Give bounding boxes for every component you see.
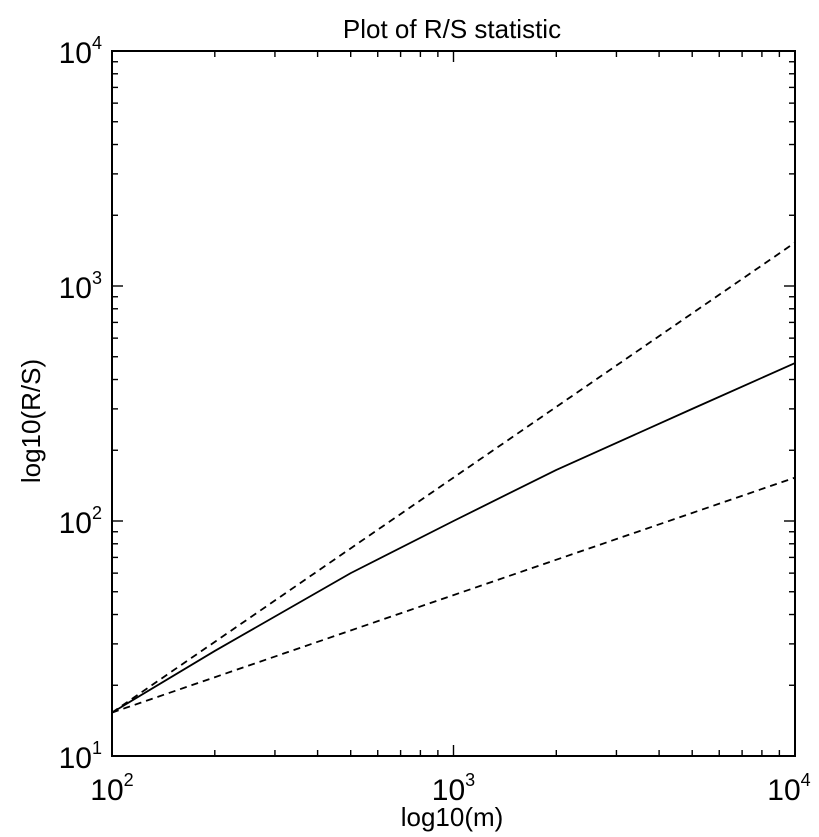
- y-tick-label: 103: [59, 268, 102, 305]
- series-lines: [111, 241, 796, 714]
- chart-title: Plot of R/S statistic: [343, 14, 561, 44]
- y-tick-label: 102: [59, 503, 102, 540]
- plot-area: [111, 50, 796, 757]
- x-tick-label: 104: [767, 770, 810, 807]
- plot-frame: [111, 50, 796, 757]
- dashed-series-line-1: [111, 241, 796, 714]
- axis-ticks: [111, 50, 796, 757]
- y-tick-label: 104: [59, 33, 102, 70]
- y-axis-label: log10(R/S): [16, 359, 46, 483]
- dashed-series-line-2: [111, 476, 796, 714]
- x-axis-label: log10(m): [401, 802, 504, 832]
- y-tick-label: 101: [59, 738, 102, 775]
- solid-series-line-0: [111, 362, 796, 714]
- x-tick-label: 102: [90, 770, 133, 807]
- x-tick-label: 103: [432, 770, 475, 807]
